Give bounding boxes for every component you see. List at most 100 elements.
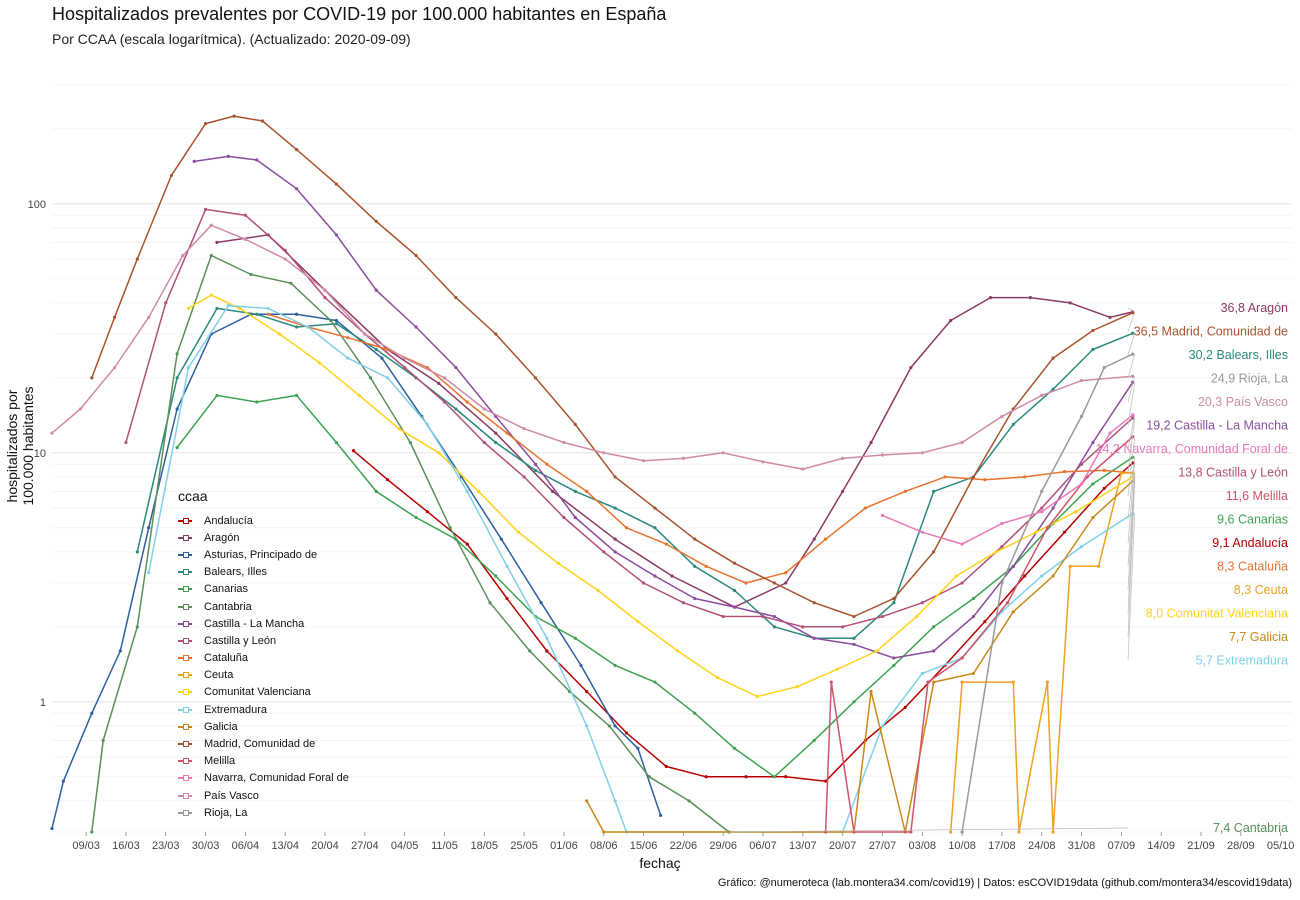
data-point: [192, 159, 196, 164]
data-point: [596, 588, 600, 593]
data-point: [852, 636, 856, 640]
data-point: [351, 449, 356, 453]
data-point: [971, 671, 976, 676]
data-point: [573, 489, 577, 493]
data-point: [960, 542, 964, 546]
label-leader: [1127, 376, 1136, 402]
x-tick-label: 09/03: [72, 840, 100, 852]
legend-label: País Vasco: [204, 789, 259, 802]
x-axis-label: fechaç: [639, 855, 681, 871]
data-point: [693, 596, 697, 601]
series-end-label: 30,2 Balears, Illes: [1189, 348, 1288, 362]
data-point: [784, 571, 788, 575]
legend-item: Galicia: [178, 718, 349, 735]
data-point: [334, 322, 339, 326]
legend-key: [178, 602, 192, 612]
data-point: [772, 614, 776, 619]
series-line: [91, 254, 730, 833]
data-point: [602, 451, 606, 455]
data-point: [528, 649, 532, 653]
series-end-label: 8,3 Cataluña: [1217, 559, 1288, 573]
series-Comunitat Valenciana: [186, 293, 1135, 699]
data-point: [801, 625, 805, 629]
data-point: [573, 515, 577, 520]
data-point: [1131, 413, 1135, 417]
data-point: [289, 281, 293, 285]
data-point: [732, 605, 737, 609]
series-end-label: 20,3 País Vasco: [1198, 395, 1288, 409]
data-point: [960, 830, 964, 834]
data-point: [215, 240, 219, 244]
data-point: [585, 799, 589, 803]
data-point: [784, 775, 788, 779]
series-Galicia: [585, 479, 1135, 834]
data-point: [294, 393, 299, 398]
data-point: [545, 462, 549, 466]
label-leader: [1127, 354, 1136, 379]
data-point: [1011, 680, 1015, 684]
data-point: [971, 475, 976, 479]
data-point: [932, 680, 936, 684]
data-point: [329, 318, 333, 323]
data-point: [880, 513, 885, 518]
legend-label: Comunitat Valenciana: [204, 686, 311, 699]
data-point: [1000, 545, 1004, 549]
data-point: [670, 574, 674, 578]
x-tick-label: 13/04: [271, 840, 299, 852]
x-tick-label: 01/06: [550, 840, 578, 852]
legend-title: ccaa: [178, 488, 208, 504]
data-point: [550, 489, 555, 493]
data-point: [676, 649, 680, 653]
legend-key: [178, 722, 192, 732]
legend-item: Navarra, Comunidad Foral de: [178, 770, 349, 787]
data-point: [118, 649, 122, 653]
data-point: [602, 550, 606, 554]
data-point: [294, 325, 299, 329]
data-point: [983, 619, 987, 624]
data-point: [135, 550, 139, 554]
x-tick-label: 06/04: [232, 840, 260, 852]
x-tick-label: 06/07: [749, 840, 777, 852]
legend-key: [178, 687, 192, 697]
data-point: [203, 121, 208, 126]
x-tick-label: 20/04: [311, 840, 339, 852]
data-point: [772, 775, 776, 779]
data-point: [1011, 564, 1015, 568]
data-point: [613, 537, 617, 541]
data-point: [437, 381, 441, 385]
data-point: [1028, 296, 1032, 300]
label-leader: [1127, 462, 1136, 543]
data-point: [385, 376, 390, 380]
data-point: [147, 315, 151, 319]
data-point: [1097, 564, 1101, 568]
data-point: [664, 764, 668, 769]
legend-key: [178, 756, 192, 766]
data-point: [186, 365, 191, 370]
data-point: [482, 407, 486, 411]
data-point: [454, 296, 458, 300]
data-point: [721, 614, 725, 619]
data-point: [50, 826, 54, 831]
data-point: [1068, 564, 1072, 568]
legend-item: Cantabria: [178, 598, 349, 615]
data-point: [943, 475, 947, 479]
data-point: [613, 663, 617, 668]
series-end-label: 9,1 Andalucía: [1212, 536, 1288, 550]
data-point: [334, 233, 339, 237]
x-tick-label: 30/03: [192, 840, 220, 852]
data-point: [1091, 482, 1095, 486]
series-end-label: 7,4 Cantabria: [1213, 821, 1288, 835]
data-point: [1079, 414, 1084, 419]
legend-item: Balears, Illes: [178, 564, 349, 581]
data-point: [960, 440, 964, 445]
label-leader: [1127, 307, 1135, 313]
data-point: [602, 830, 606, 834]
series-Canarias: [175, 393, 1135, 779]
data-point: [812, 537, 816, 541]
data-point: [494, 574, 498, 578]
series-Ceuta: [949, 471, 1135, 834]
data-point: [914, 614, 919, 619]
x-tick-label: 04/05: [391, 840, 419, 852]
data-point: [215, 393, 219, 398]
data-point: [1068, 301, 1072, 305]
